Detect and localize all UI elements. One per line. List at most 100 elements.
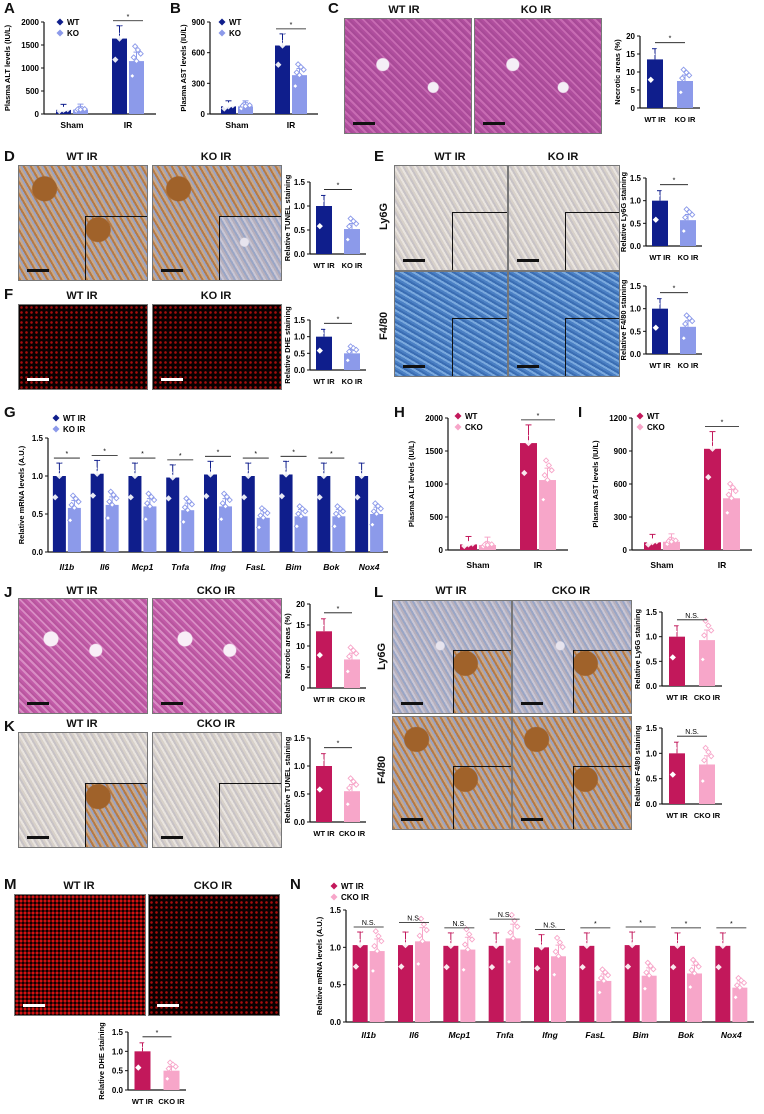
zoom-inset — [453, 650, 511, 713]
data-point — [715, 964, 722, 971]
bar — [238, 106, 253, 114]
y-axis-label: Relative TUNEL staining — [283, 174, 292, 261]
data-point — [225, 103, 232, 110]
data-point — [655, 286, 662, 293]
x-tick-label: WT IR — [313, 829, 335, 838]
x-tick-label: Bim — [286, 562, 303, 572]
y-tick-label: 15 — [626, 50, 635, 59]
x-tick-label: IR — [287, 120, 296, 130]
data-point — [545, 462, 553, 469]
data-point — [77, 106, 84, 113]
legend-marker — [330, 882, 338, 890]
data-point — [169, 474, 176, 481]
data-point — [375, 933, 382, 940]
data-point — [599, 966, 606, 973]
x-tick-label: Il6 — [409, 1030, 419, 1040]
x-tick-label: Sham — [650, 560, 674, 570]
data-point — [346, 784, 353, 792]
y-tick-label: 0.0 — [630, 242, 642, 251]
data-point — [534, 965, 541, 972]
scale-bar — [161, 378, 183, 381]
data-point — [275, 61, 282, 68]
data-point — [319, 319, 326, 326]
y-axis-label: Relative DHE staining — [97, 1022, 106, 1100]
bar — [670, 945, 685, 1022]
data-point — [52, 494, 59, 501]
data-point — [680, 335, 687, 342]
data-point — [493, 942, 500, 949]
data-point — [675, 926, 683, 933]
y-tick-label: 1.5 — [630, 174, 642, 183]
data-point — [75, 498, 82, 505]
y-axis-label: Relative TUNEL staining — [283, 736, 292, 823]
legend-label: WT — [67, 18, 80, 27]
data-point — [319, 604, 326, 611]
data-point — [740, 979, 748, 986]
bar — [52, 476, 66, 552]
scale-bar — [353, 122, 375, 125]
micrograph-l-ly6g-cko — [512, 600, 632, 714]
data-point — [114, 14, 122, 21]
data-point — [205, 449, 213, 456]
data-point — [544, 476, 551, 484]
data-point — [113, 495, 120, 502]
data-point — [647, 962, 654, 970]
legend-marker — [56, 18, 64, 26]
data-point — [166, 469, 174, 476]
data-point — [116, 35, 123, 42]
data-point — [510, 935, 517, 942]
legend-label: WT — [465, 412, 478, 421]
significance-label: * — [127, 14, 130, 21]
data-point — [672, 921, 680, 928]
data-point — [399, 936, 406, 943]
bar — [294, 516, 308, 552]
data-point — [674, 942, 681, 949]
significance-label: * — [217, 449, 220, 456]
data-point — [650, 35, 657, 43]
y-tick-label: 1.0 — [112, 1047, 124, 1056]
data-point — [423, 926, 430, 934]
x-tick-label: KO IR — [678, 361, 699, 370]
data-point — [491, 921, 498, 928]
significance-label: * — [103, 448, 106, 455]
data-point — [283, 32, 290, 40]
data-point — [538, 944, 545, 951]
data-point — [689, 317, 696, 325]
data-point — [347, 775, 354, 782]
data-point — [242, 467, 249, 474]
data-point — [354, 936, 361, 943]
data-point — [245, 472, 252, 480]
data-point — [629, 941, 636, 949]
data-point — [320, 472, 327, 480]
data-point — [552, 948, 559, 955]
y-tick-label: 500 — [430, 513, 444, 522]
data-point — [180, 518, 187, 526]
data-point — [249, 462, 256, 469]
image-title-m-cko: CKO IR — [193, 880, 233, 892]
data-point — [357, 941, 364, 949]
x-tick-label: CKO IR — [339, 695, 366, 704]
row-label-l-f480: F4/80 — [376, 755, 388, 784]
data-point — [702, 744, 709, 752]
data-point — [60, 462, 67, 469]
significance-label: N.S. — [498, 912, 512, 919]
x-tick-label: Mcp1 — [132, 562, 154, 572]
data-point — [89, 492, 97, 499]
significance-label: * — [66, 451, 69, 458]
y-tick-label: 10 — [626, 68, 635, 77]
data-point — [716, 937, 724, 944]
data-point — [172, 1063, 179, 1070]
data-point — [707, 417, 715, 424]
micrograph-d-ko — [152, 165, 282, 281]
bar — [680, 326, 696, 354]
chart-j: 0 5 10 15 20 Necrotic areas (%) WT IR CKO IR * — [283, 600, 366, 704]
y-tick-label: 600 — [614, 480, 628, 489]
x-tick-label: Ifng — [542, 1030, 558, 1040]
data-point — [347, 644, 354, 651]
y-tick-label: 0.0 — [646, 682, 658, 691]
scale-bar — [517, 365, 539, 368]
y-tick-label: 900 — [192, 18, 206, 27]
bar — [680, 220, 696, 246]
